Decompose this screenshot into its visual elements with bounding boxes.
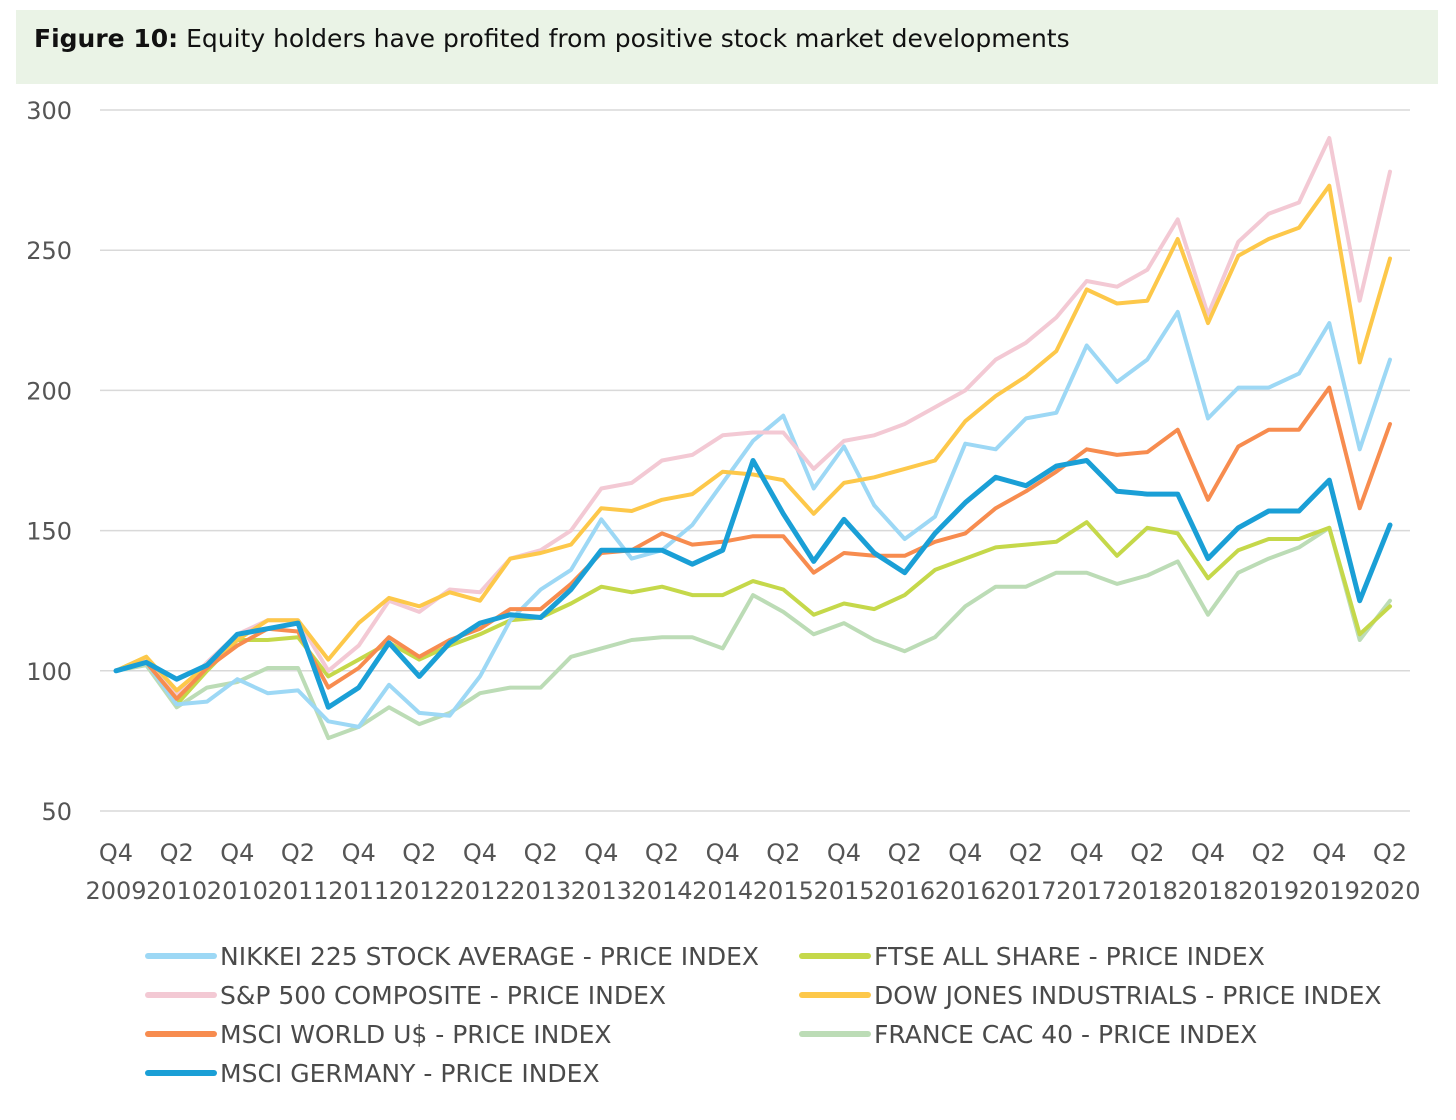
legend-label: FTSE ALL SHARE - PRICE INDEX: [874, 942, 1265, 971]
figure-title-band: Figure 10: Equity holders have profited …: [16, 10, 1438, 84]
x-tick-label-quarter: Q2: [1009, 839, 1043, 867]
legend-label: S&P 500 COMPOSITE - PRICE INDEX: [220, 981, 666, 1010]
x-tick-label-year: 2019: [1238, 877, 1299, 905]
x-tick-label-year: 2011: [328, 877, 389, 905]
figure-title: Figure 10: Equity holders have profited …: [34, 24, 1070, 53]
x-tick-label-year: 2019: [1299, 877, 1360, 905]
series-line-0: [114, 525, 1392, 741]
x-tick-label-year: 2016: [935, 877, 996, 905]
figure-label: Figure 10:: [34, 24, 179, 53]
x-tick-label-year: 2017: [1056, 877, 1117, 905]
y-tick-label: 100: [26, 658, 72, 686]
series-line-4: [114, 183, 1392, 693]
series-lines: [113, 136, 1393, 741]
y-tick-label: 300: [26, 97, 72, 125]
y-tick-label: 150: [26, 518, 72, 546]
x-tick-label-year: 2020: [1359, 877, 1420, 905]
x-tick-label-quarter: Q2: [766, 839, 800, 867]
x-tick-label-year: 2013: [510, 877, 571, 905]
y-tick-label: 250: [26, 237, 72, 265]
y-tick-label: 50: [41, 798, 72, 826]
x-tick-label-year: 2012: [449, 877, 510, 905]
series-line-5: [114, 385, 1392, 701]
series-line-6: [113, 458, 1393, 710]
x-axis-tick-labels: Q4 2009 Q2 2010 Q4 2010 Q2 2011 Q4 2011 Q2 2012 Q4 20…: [85, 839, 1420, 905]
x-tick-label-quarter: Q2: [888, 839, 922, 867]
x-tick-label-quarter: Q4: [463, 839, 497, 867]
x-tick-label-quarter: Q2: [1130, 839, 1164, 867]
series-line-2: [114, 309, 1392, 729]
x-tick-label-quarter: Q2: [645, 839, 679, 867]
series-line-1: [114, 520, 1392, 707]
x-tick-label-quarter: Q2: [1373, 839, 1407, 867]
legend: NIKKEI 225 STOCK AVERAGE - PRICE INDEX FT…: [145, 942, 1382, 1088]
x-tick-label-year: 2009: [85, 877, 146, 905]
x-tick-label-year: 2017: [995, 877, 1056, 905]
x-tick-label-year: 2016: [874, 877, 935, 905]
x-tick-label-quarter: Q4: [706, 839, 740, 867]
legend-label: MSCI WORLD U$ - PRICE INDEX: [220, 1020, 612, 1049]
x-tick-label-quarter: Q2: [281, 839, 315, 867]
x-tick-label-year: 2010: [207, 877, 268, 905]
x-tick-label-year: 2011: [267, 877, 328, 905]
x-tick-label-quarter: Q4: [342, 839, 376, 867]
y-axis-tick-labels: 50 100 150 200 250 300: [26, 97, 72, 826]
figure-title-text: Equity holders have profited from positi…: [186, 24, 1070, 53]
x-tick-label-year: 2010: [146, 877, 207, 905]
x-tick-label-quarter: Q4: [220, 839, 254, 867]
x-tick-label-year: 2015: [753, 877, 814, 905]
x-tick-label-quarter: Q2: [402, 839, 436, 867]
x-tick-label-quarter: Q4: [99, 839, 133, 867]
series-line-3: [114, 136, 1392, 696]
x-tick-label-quarter: Q4: [1191, 839, 1225, 867]
x-tick-label-quarter: Q4: [1070, 839, 1104, 867]
x-tick-label-quarter: Q4: [948, 839, 982, 867]
x-tick-label-quarter: Q2: [1252, 839, 1286, 867]
legend-label: NIKKEI 225 STOCK AVERAGE - PRICE INDEX: [220, 942, 759, 971]
x-tick-label-year: 2018: [1177, 877, 1238, 905]
x-tick-label-year: 2014: [631, 877, 692, 905]
x-tick-label-year: 2015: [813, 877, 874, 905]
x-tick-label-year: 2013: [571, 877, 632, 905]
x-tick-label-quarter: Q4: [1312, 839, 1346, 867]
legend-label: DOW JONES INDUSTRIALS - PRICE INDEX: [874, 981, 1382, 1010]
legend-label: MSCI GERMANY - PRICE INDEX: [220, 1059, 600, 1088]
x-tick-label-quarter: Q2: [160, 839, 194, 867]
y-tick-label: 200: [26, 377, 72, 405]
x-tick-label-year: 2012: [389, 877, 450, 905]
legend-label: FRANCE CAC 40 - PRICE INDEX: [874, 1020, 1257, 1049]
x-tick-label-year: 2014: [692, 877, 753, 905]
x-tick-label-year: 2018: [1117, 877, 1178, 905]
x-tick-label-quarter: Q4: [827, 839, 861, 867]
x-tick-label-quarter: Q4: [584, 839, 618, 867]
x-tick-label-quarter: Q2: [524, 839, 558, 867]
